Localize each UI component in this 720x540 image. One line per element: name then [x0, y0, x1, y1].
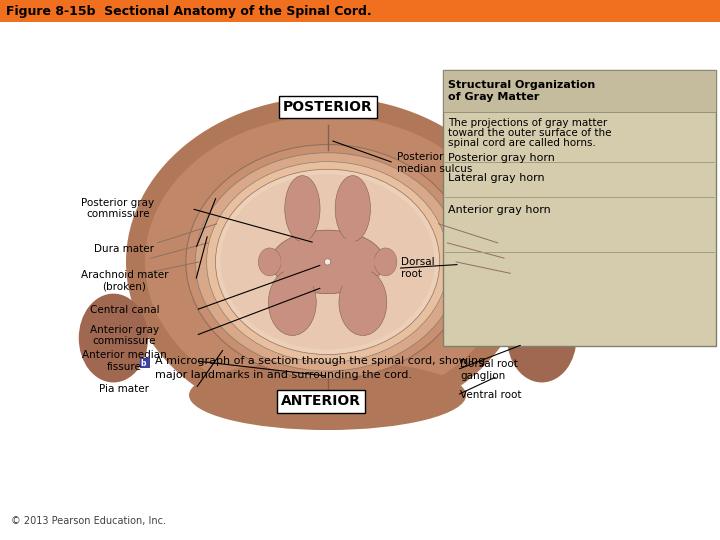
Text: toward the outer surface of the: toward the outer surface of the [448, 129, 611, 138]
Bar [443, 70, 716, 112]
Bar [0, 0, 720, 22]
Ellipse shape [145, 116, 510, 408]
Text: © 2013 Pearson Education, Inc.: © 2013 Pearson Education, Inc. [11, 516, 166, 526]
Ellipse shape [195, 153, 460, 371]
Ellipse shape [285, 176, 320, 241]
Text: Anterior median
fissure: Anterior median fissure [82, 350, 167, 372]
Text: Dorsal
root: Dorsal root [400, 258, 434, 279]
Ellipse shape [207, 161, 449, 362]
Text: Arachnoid mater
(broken): Arachnoid mater (broken) [81, 270, 168, 292]
Text: Ventral root: Ventral root [460, 390, 521, 400]
Text: b: b [140, 359, 145, 368]
Text: POSTERIOR: POSTERIOR [283, 100, 372, 114]
Text: The projections of gray matter: The projections of gray matter [448, 118, 607, 128]
Text: Dorsal root
ganglion: Dorsal root ganglion [460, 359, 518, 381]
Bar [443, 70, 716, 346]
Ellipse shape [189, 360, 467, 430]
Ellipse shape [374, 248, 397, 276]
Text: Posterior gray
commissure: Posterior gray commissure [81, 198, 155, 219]
Text: Figure 8-15b  Sectional Anatomy of the Spinal Cord.: Figure 8-15b Sectional Anatomy of the Sp… [6, 5, 372, 18]
Ellipse shape [186, 145, 469, 379]
Ellipse shape [271, 230, 384, 294]
Ellipse shape [258, 248, 281, 276]
Text: Anterior gray horn: Anterior gray horn [448, 205, 551, 215]
Ellipse shape [507, 294, 577, 382]
Bar [140, 359, 150, 368]
Text: Structural Organization
of Gray Matter: Structural Organization of Gray Matter [448, 80, 595, 103]
Ellipse shape [126, 97, 529, 427]
Ellipse shape [325, 259, 330, 265]
Ellipse shape [78, 294, 148, 382]
Ellipse shape [339, 269, 387, 335]
Text: Lateral gray horn: Lateral gray horn [448, 173, 544, 183]
Ellipse shape [280, 237, 375, 287]
Ellipse shape [215, 169, 440, 355]
Text: Pia mater: Pia mater [99, 384, 150, 394]
Text: Dura mater: Dura mater [94, 244, 155, 254]
Text: A micrograph of a section through the spinal cord, showing
major landmarks in an: A micrograph of a section through the sp… [155, 356, 485, 380]
Text: spinal cord are called horns.: spinal cord are called horns. [448, 138, 595, 149]
Text: Central canal: Central canal [90, 305, 159, 315]
Ellipse shape [220, 174, 435, 349]
Ellipse shape [336, 176, 371, 241]
Text: Posterior
median sulcus: Posterior median sulcus [397, 152, 472, 174]
Text: Anterior gray
commissure: Anterior gray commissure [90, 325, 159, 346]
Text: Posterior gray horn: Posterior gray horn [448, 153, 554, 163]
Ellipse shape [269, 269, 316, 335]
Text: ANTERIOR: ANTERIOR [282, 395, 361, 408]
